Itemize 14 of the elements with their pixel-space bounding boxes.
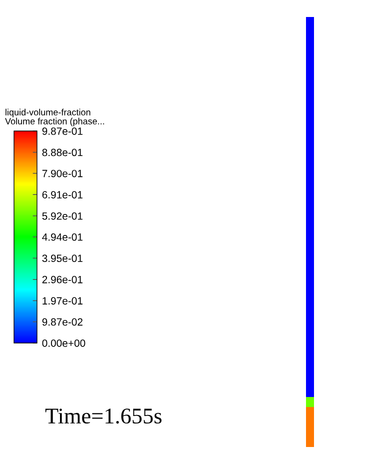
color-bar-label: 7.90e-01 bbox=[42, 170, 82, 178]
color-bar-title: Volume fraction (phase... bbox=[5, 118, 104, 126]
color-bar-label: 8.88e-01 bbox=[42, 148, 82, 156]
color-bar-label: 9.87e-02 bbox=[42, 318, 82, 326]
color-bar-label: 0.00e+00 bbox=[42, 340, 86, 347]
color-bar-label: 4.94e-01 bbox=[42, 233, 82, 241]
text: Time=1.655s bbox=[45, 408, 162, 424]
color-bar-label: 1.97e-01 bbox=[42, 297, 82, 305]
color-bar-label: 9.87e-01 bbox=[42, 128, 82, 135]
color-bar-label: 3.95e-01 bbox=[42, 254, 82, 262]
color-bar-label: 6.91e-01 bbox=[42, 191, 82, 198]
color-bar-label: 2.96e-01 bbox=[42, 276, 82, 284]
text: liquid-volume-fraction bbox=[6, 108, 90, 118]
color-bar-label: 5.92e-01 bbox=[42, 212, 82, 220]
